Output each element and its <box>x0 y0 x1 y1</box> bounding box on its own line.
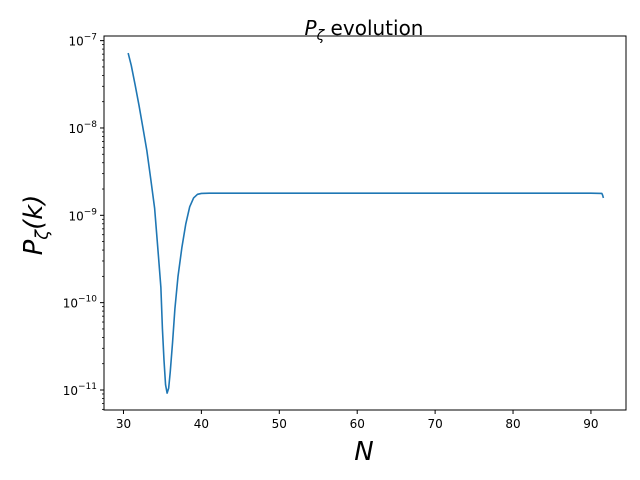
y-axis-label: Pζ(k) <box>19 195 53 256</box>
series-line-0 <box>127 52 605 394</box>
y-tick-label: 10−10 <box>63 295 98 311</box>
y-tick-mantissa: 10 <box>68 35 83 49</box>
y-tick-mantissa: 10 <box>68 122 83 136</box>
y-tick-mantissa: 10 <box>63 384 78 398</box>
x-tick-label: 70 <box>427 417 442 431</box>
x-tick-label: 30 <box>116 417 131 431</box>
y-tick-exponent: −8 <box>84 120 98 130</box>
y-axis-label-symbol: P <box>19 239 49 255</box>
y-tick-exponent: −7 <box>84 33 97 43</box>
x-tick-label: 50 <box>272 417 287 431</box>
y-tick-label: 10−8 <box>68 120 97 136</box>
y-axis-label-rest: (k) <box>19 195 49 230</box>
y-tick-exponent: −11 <box>78 382 97 392</box>
y-tick-label: 10−11 <box>63 382 97 398</box>
x-tick-label: 90 <box>583 417 598 431</box>
x-tick-label: 60 <box>350 417 365 431</box>
y-tick-exponent: −10 <box>78 295 97 305</box>
y-tick-label: 10−9 <box>68 207 97 223</box>
chart-title: Pζ evolution <box>305 16 424 44</box>
y-tick-mantissa: 10 <box>68 209 83 223</box>
y-tick-mantissa: 10 <box>63 297 78 311</box>
y-axis-label-subscript: ζ <box>32 229 53 241</box>
axes-frame <box>103 35 627 411</box>
x-tick-label: 80 <box>505 417 520 431</box>
chart-title-symbol: P <box>305 16 318 40</box>
y-tick-exponent: −9 <box>84 207 98 217</box>
x-axis-label: N <box>354 437 373 467</box>
x-tick-label: 40 <box>194 417 209 431</box>
y-tick-label: 10−7 <box>68 33 97 49</box>
